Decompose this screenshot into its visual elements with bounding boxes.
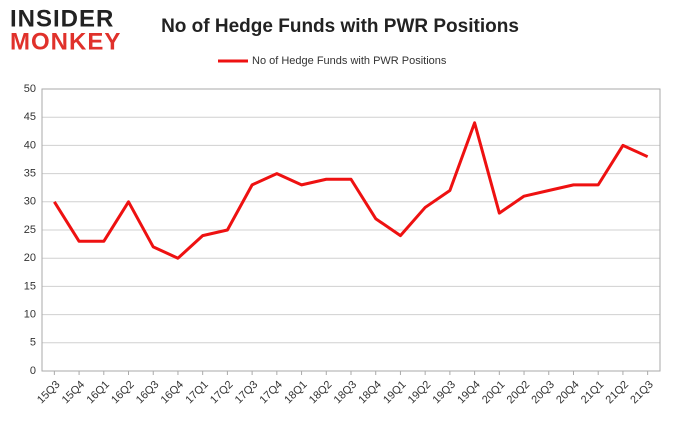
chart-title: No of Hedge Funds with PWR Positions — [161, 16, 519, 37]
y-tick-label: 5 — [30, 337, 36, 349]
y-tick-label: 40 — [24, 139, 36, 151]
y-tick-label: 25 — [24, 224, 36, 236]
line-series — [53, 121, 649, 260]
y-tick-label: 35 — [24, 168, 36, 180]
legend-label: No of Hedge Funds with PWR Positions — [252, 55, 447, 67]
logo-line2: MONKEY — [10, 28, 121, 55]
y-tick-label: 30 — [24, 196, 36, 208]
logo-line1: INSIDER — [10, 5, 114, 32]
y-tick-label: 0 — [30, 365, 36, 377]
y-tick-label: 15 — [24, 280, 36, 292]
y-tick-label: 20 — [24, 252, 36, 264]
y-tick-label: 10 — [24, 309, 36, 321]
y-tick-label: 45 — [24, 111, 36, 123]
y-tick-label: 50 — [24, 83, 36, 95]
